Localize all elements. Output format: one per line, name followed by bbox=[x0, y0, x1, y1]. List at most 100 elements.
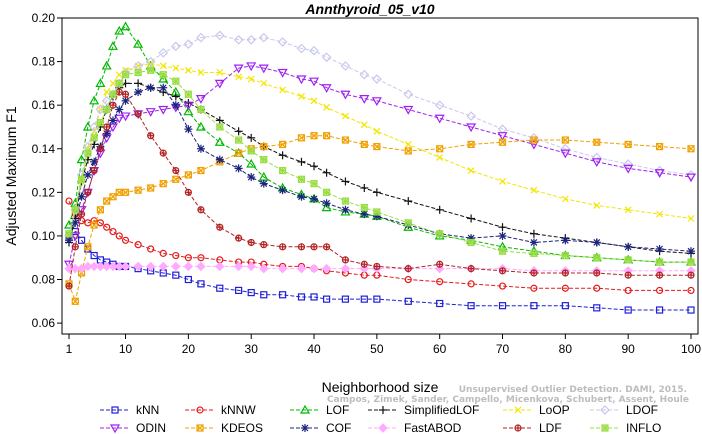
data-point bbox=[172, 271, 180, 279]
data-point bbox=[467, 238, 475, 247]
data-point bbox=[560, 149, 571, 159]
data-point bbox=[359, 95, 370, 104]
legend-label: COF bbox=[326, 421, 351, 434]
data-point bbox=[322, 243, 331, 251]
data-point bbox=[561, 251, 569, 260]
data-point bbox=[196, 144, 205, 153]
legend-marker bbox=[109, 424, 121, 434]
data-point bbox=[172, 77, 180, 85]
data-point bbox=[297, 175, 306, 183]
data-point bbox=[309, 45, 319, 56]
data-point bbox=[467, 214, 476, 223]
data-point bbox=[341, 205, 350, 214]
legend-label: LDF bbox=[539, 421, 562, 434]
data-point bbox=[184, 275, 192, 284]
y-tick-label: 0.08 bbox=[32, 273, 56, 287]
data-point bbox=[296, 263, 307, 274]
data-point bbox=[655, 286, 664, 295]
data-point bbox=[134, 79, 143, 88]
data-point bbox=[234, 127, 243, 136]
data-point bbox=[360, 260, 368, 268]
data-point bbox=[121, 188, 130, 196]
data-point bbox=[172, 175, 180, 183]
data-point bbox=[529, 238, 538, 247]
data-point bbox=[322, 295, 331, 303]
data-point bbox=[71, 243, 79, 251]
data-point bbox=[561, 136, 569, 144]
data-point bbox=[103, 105, 111, 114]
legend-item-ldof: LDOF bbox=[590, 403, 658, 417]
data-point bbox=[360, 140, 368, 148]
data-point bbox=[466, 123, 477, 133]
data-point bbox=[101, 60, 112, 70]
data-point bbox=[158, 261, 168, 272]
data-point bbox=[561, 269, 569, 277]
data-point bbox=[297, 192, 306, 201]
data-point bbox=[591, 158, 602, 168]
data-point bbox=[115, 105, 124, 114]
data-point bbox=[297, 134, 306, 142]
data-point bbox=[214, 79, 225, 89]
data-point bbox=[296, 43, 307, 54]
data-point bbox=[71, 297, 79, 305]
data-point bbox=[246, 34, 257, 45]
data-point bbox=[197, 206, 205, 214]
data-point bbox=[145, 261, 156, 272]
data-point bbox=[655, 245, 664, 254]
data-point bbox=[322, 132, 331, 140]
data-point bbox=[89, 261, 99, 272]
data-point bbox=[373, 262, 381, 271]
data-point bbox=[183, 261, 194, 272]
data-point bbox=[216, 123, 224, 131]
data-point bbox=[171, 92, 180, 101]
data-point bbox=[436, 278, 444, 286]
data-point bbox=[310, 243, 318, 251]
legend-item-simplifiedlof: SimplifiedLOF bbox=[368, 403, 479, 417]
data-point bbox=[121, 90, 130, 98]
data-point bbox=[654, 169, 665, 178]
data-point bbox=[310, 97, 318, 105]
data-point bbox=[95, 104, 106, 115]
data-point bbox=[372, 74, 382, 84]
series-line bbox=[68, 65, 692, 265]
data-point bbox=[436, 145, 444, 153]
data-point bbox=[340, 61, 351, 71]
data-point bbox=[279, 140, 287, 148]
data-point bbox=[196, 261, 206, 272]
data-point bbox=[134, 186, 142, 194]
y-tick-label: 0.06 bbox=[32, 316, 56, 330]
data-point bbox=[101, 261, 112, 272]
data-point bbox=[147, 132, 155, 140]
y-tick-label: 0.14 bbox=[32, 142, 56, 156]
legend-label: kNNW bbox=[221, 403, 256, 417]
data-point bbox=[214, 137, 225, 146]
legend-item-ldf: LDF bbox=[503, 421, 562, 434]
data-point bbox=[340, 263, 351, 274]
data-point bbox=[687, 247, 695, 256]
data-point bbox=[216, 69, 224, 76]
data-point bbox=[467, 280, 475, 288]
data-point bbox=[321, 263, 332, 274]
data-point bbox=[624, 306, 632, 314]
data-point bbox=[434, 114, 445, 124]
data-point bbox=[404, 147, 412, 155]
legend-marker bbox=[299, 404, 311, 414]
data-point bbox=[277, 37, 288, 47]
data-point bbox=[687, 215, 695, 222]
data-point bbox=[96, 119, 105, 127]
data-point bbox=[147, 184, 155, 192]
data-point bbox=[498, 231, 507, 240]
data-point bbox=[77, 175, 86, 183]
data-point bbox=[404, 297, 412, 305]
data-point bbox=[84, 149, 92, 157]
data-point bbox=[89, 95, 100, 105]
data-point bbox=[687, 271, 695, 279]
data-point bbox=[530, 284, 538, 292]
data-point bbox=[310, 194, 319, 203]
data-point bbox=[76, 154, 87, 164]
data-point bbox=[159, 62, 167, 70]
data-point bbox=[214, 30, 225, 41]
data-point bbox=[197, 280, 205, 288]
data-point bbox=[184, 125, 193, 134]
